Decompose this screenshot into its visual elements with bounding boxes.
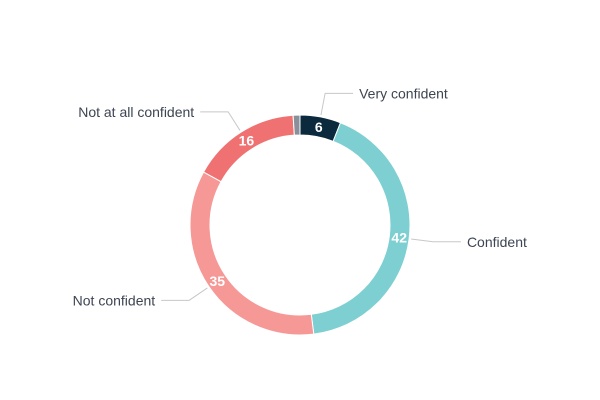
slice-value-labels: 6 42 35 16	[210, 119, 408, 289]
leader-line-confident	[411, 238, 461, 243]
category-label-confident: Confident	[467, 234, 527, 250]
slice-confident	[310, 122, 411, 335]
slice-not-confident	[189, 171, 315, 336]
leader-line-not-confident	[161, 287, 208, 301]
category-labels: Very confident Confident Not confident Not …	[73, 85, 527, 308]
leader-line-not-at-all-confident	[200, 111, 241, 131]
leader-lines	[161, 92, 461, 301]
category-label-not-at-all-confident: Not at all confident	[78, 104, 194, 120]
value-label-not-confident: 35	[210, 273, 226, 289]
donut-slices	[189, 114, 411, 336]
category-label-not-confident: Not confident	[73, 292, 156, 308]
value-label-not-at-all-confident: 16	[239, 133, 255, 149]
leader-line-very-confident	[320, 92, 354, 116]
value-label-very-confident: 6	[315, 119, 323, 135]
value-label-confident: 42	[391, 230, 407, 246]
slice-remainder	[292, 114, 301, 136]
category-label-very-confident: Very confident	[359, 85, 448, 101]
